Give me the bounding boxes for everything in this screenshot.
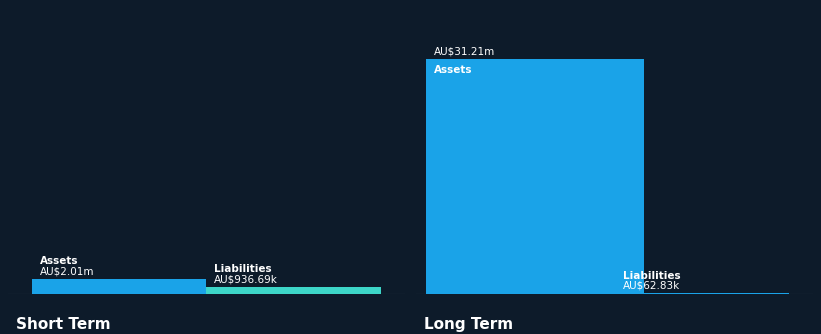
Text: Liabilities: Liabilities <box>622 271 680 281</box>
Bar <box>206 287 381 294</box>
Text: Assets: Assets <box>40 256 79 266</box>
Bar <box>32 279 206 294</box>
Text: AU$936.69k: AU$936.69k <box>214 274 278 284</box>
Text: AU$31.21m: AU$31.21m <box>434 47 496 57</box>
Text: AU$2.01m: AU$2.01m <box>40 266 94 276</box>
Text: Long Term: Long Term <box>424 317 513 332</box>
Text: Liabilities: Liabilities <box>214 264 272 274</box>
Text: Assets: Assets <box>434 65 473 75</box>
Text: AU$62.83k: AU$62.83k <box>622 281 680 291</box>
Text: Short Term: Short Term <box>16 317 111 332</box>
Bar <box>426 59 644 294</box>
